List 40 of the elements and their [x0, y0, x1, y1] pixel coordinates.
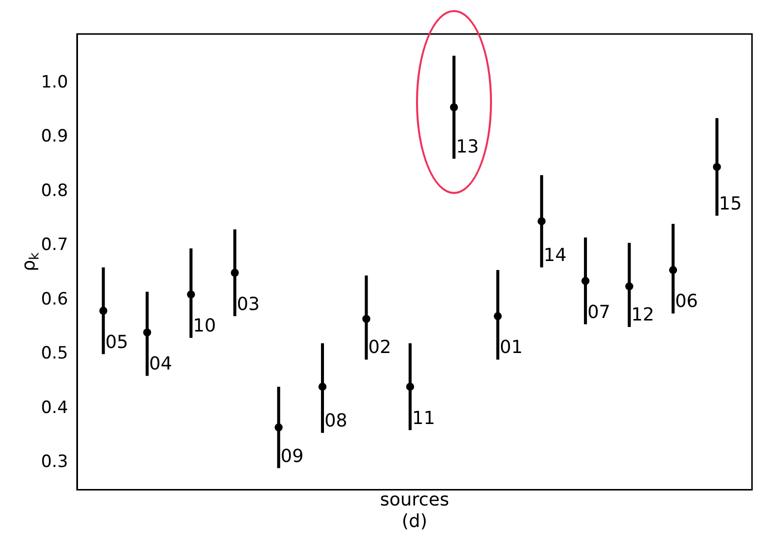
- point: [625, 282, 634, 290]
- point: [494, 312, 502, 320]
- y-tick-label: 0.9: [40, 126, 68, 147]
- x-tick-label: 02: [368, 337, 392, 358]
- x-tick-label: 05: [105, 332, 128, 353]
- x-tick-label: 08: [324, 410, 348, 432]
- x-tick-label: 03: [236, 294, 260, 315]
- x-tick-label: 09: [280, 446, 304, 467]
- point: [406, 382, 414, 391]
- x-tick-label: 01: [500, 337, 523, 358]
- x-axis-title: sources (d): [380, 489, 450, 532]
- point: [581, 276, 590, 285]
- x-tick-label: 04: [149, 354, 172, 375]
- x-tick-label: 11: [412, 408, 436, 429]
- y-tick-label: 0.4: [40, 398, 68, 418]
- point: [186, 290, 195, 298]
- point: [230, 268, 239, 277]
- y-tick-label: 1.0: [40, 72, 68, 92]
- y-tick-label: 0.5: [40, 344, 68, 364]
- y-tick-label: 0.3: [40, 452, 68, 472]
- point: [669, 266, 678, 274]
- x-tick-label: 12: [631, 304, 654, 326]
- point: [362, 314, 370, 323]
- point: [450, 103, 458, 112]
- point: [143, 328, 152, 336]
- y-tick-label: 0.6: [40, 289, 68, 310]
- y-tick-label: 0.8: [40, 180, 68, 201]
- point: [538, 217, 546, 226]
- point: [318, 382, 326, 391]
- x-tick-label: 13: [456, 136, 479, 158]
- y-tick-label: 0.7: [40, 235, 68, 256]
- point: [712, 162, 721, 171]
- x-tick-label: 06: [675, 291, 698, 312]
- point: [99, 306, 108, 315]
- x-tick-label: 15: [718, 193, 742, 214]
- x-tick-label: 14: [544, 245, 567, 266]
- point: [274, 423, 283, 432]
- x-tick-label: 07: [587, 302, 610, 323]
- x-tick-label: 10: [192, 316, 216, 337]
- y-axis-title: ρk: [18, 252, 42, 272]
